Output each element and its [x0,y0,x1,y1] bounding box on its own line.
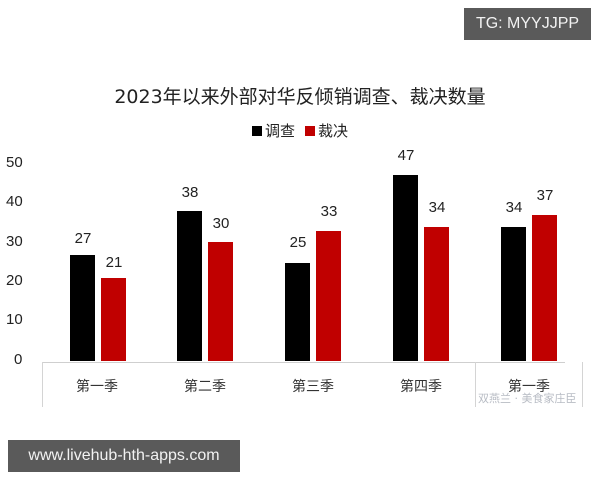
bar-value-label: 30 [212,215,230,232]
axis-divider [582,362,583,407]
category-label: 第一季 [76,379,118,395]
url-badge: www.livehub-hth-apps.com [8,440,240,472]
legend-item-ruling: 裁决 [305,120,348,141]
axis-divider [42,362,43,407]
chart-legend: 调查 裁决 [0,120,600,141]
bar-value-label: 25 [289,234,307,251]
legend-item-investigation: 调查 [251,120,295,141]
category-label: 第二季 [184,379,226,395]
category-label: 第四季 [400,379,442,395]
bar-value-label: 38 [181,184,199,201]
bar-investigation [393,175,418,361]
y-tick-label: 30 [6,233,23,250]
bar-value-label: 47 [397,147,415,164]
bar-investigation [501,227,526,361]
bar-ruling [101,278,126,361]
legend-label: 裁决 [318,122,349,140]
y-tick-label: 20 [6,272,23,289]
bar-ruling [532,215,557,361]
y-tick-label: 10 [6,311,23,328]
watermark: 双燕兰 · 美食家庄臣 [478,392,577,405]
bar-ruling [208,242,233,361]
legend-swatch-red [305,125,315,136]
bar-ruling [316,231,341,361]
category-label: 第三季 [292,379,334,395]
bar-value-label: 33 [320,203,338,220]
bar-value-label: 34 [428,199,446,216]
chart-title: 2023年以来外部对华反倾销调查、裁决数量 [114,86,486,108]
bar-investigation [177,211,202,361]
legend-swatch-black [251,125,262,136]
bar-ruling [424,227,449,361]
tg-badge: TG: MYYJJPP [464,8,591,40]
legend-label: 调查 [264,122,295,140]
bar-investigation [70,255,95,361]
bar-investigation [285,263,310,361]
bar-value-label: 21 [105,254,123,271]
bar-value-label: 27 [74,230,92,247]
bar-value-label: 34 [505,199,523,216]
y-tick-label: 50 [6,154,23,171]
y-tick-label: 0 [14,351,23,368]
axis-divider [475,362,476,407]
x-axis-line [42,362,565,363]
bar-value-label: 37 [536,187,554,204]
category-label: 第一季 [508,379,550,395]
y-tick-label: 40 [6,193,23,210]
